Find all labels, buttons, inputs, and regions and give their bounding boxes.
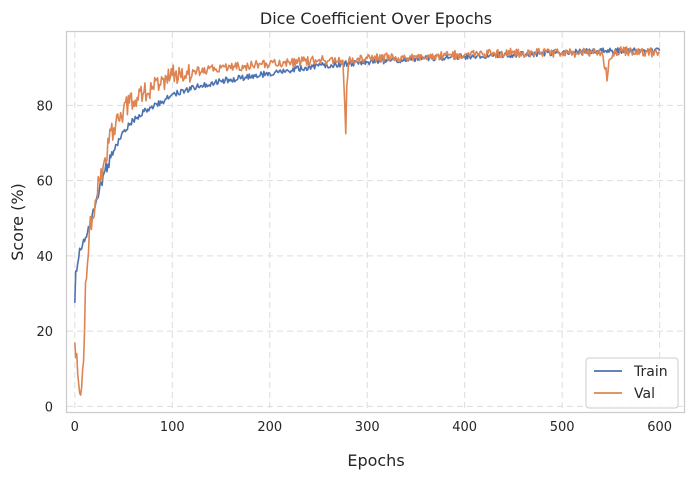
x-tick-label: 0 [71,420,79,435]
chart-title: Dice Coefficient Over Epochs [260,9,492,28]
x-tick-label: 300 [355,420,380,435]
y-tick-label: 40 [36,250,53,265]
y-axis-title: Score (%) [8,183,27,261]
x-tick-label: 200 [257,420,282,435]
grid [67,32,684,412]
y-tick-label: 20 [36,325,53,340]
plot-frame [65,30,686,414]
series-layer [74,46,661,396]
series-line-val [74,46,660,396]
legend-label-train: Train [633,364,668,380]
x-axis-title: Epochs [347,451,404,470]
x-tick-label: 400 [452,420,477,435]
tick-labels: 0 100 200 300 400 500 600 0 20 40 60 80 [36,99,672,435]
legend: Train Val [585,357,679,409]
x-tick-label: 600 [647,420,672,435]
x-tick-label: 100 [160,420,185,435]
legend-label-val: Val [634,386,655,402]
x-tick-label: 500 [550,420,575,435]
y-tick-label: 0 [45,400,53,415]
y-tick-label: 60 [36,175,53,190]
y-tick-label: 80 [36,99,53,114]
